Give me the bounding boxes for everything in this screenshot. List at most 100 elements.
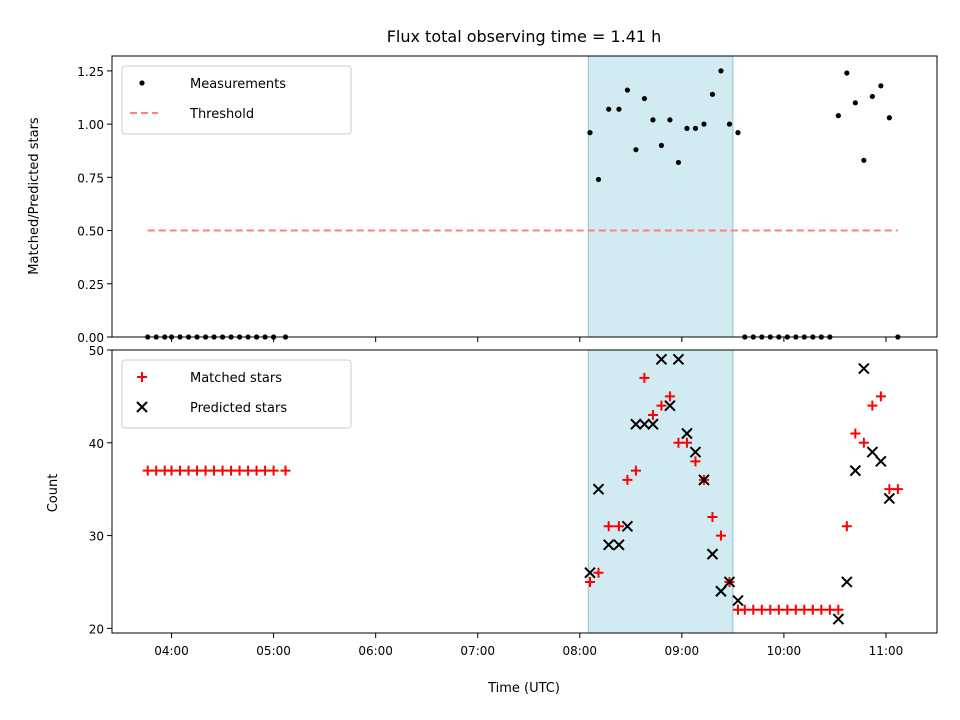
matched-star-point [647,409,658,420]
predicted-star-point [630,418,642,430]
x-axis-label: Time (UTC) [487,681,560,696]
top-shaded-region [587,55,734,338]
bottom-x-tick-label: 09:00 [665,644,700,658]
measurement-point [616,106,622,112]
legend-matched-marker [137,372,147,382]
predicted-star-point [715,585,727,597]
matched-star-point [690,456,701,467]
predicted-star-point [689,446,702,458]
bottom-x-tick-label: 08:00 [562,644,597,658]
legend-box [121,65,352,135]
matched-star-point [707,512,718,523]
predicted-star-point [602,539,615,551]
predicted-star-point [584,566,596,579]
matched-star-point [790,604,801,615]
bottom-y-tick-label: 40 [89,437,104,451]
matched-star-point [603,521,614,532]
bottom-x-tick-label: 11:00 [869,644,904,658]
matched-star-point [200,465,211,476]
predicted-star-point [647,418,659,430]
predicted-star-point [732,594,744,607]
matched-star-point [251,465,262,476]
top-y-tick-label: 1.00 [77,118,104,132]
bottom-legend: Matched stars Predicted stars [121,359,352,429]
bottom-y-tick-label: 30 [89,530,104,544]
matched-star-point [807,604,818,615]
bottom-x-tick-label: 10:00 [767,644,802,658]
matched-star-point [765,604,776,615]
matched-star-point [841,521,852,532]
matched-star-point [715,530,726,541]
matched-star-point [192,465,203,476]
measurement-point [692,125,699,131]
matched-star-point [209,465,220,476]
predicted-star-point [832,613,845,625]
measurement-point [835,113,841,119]
matched-star-point [756,604,767,615]
matched-star-point [875,391,886,402]
bottom-x-tick-label: 05:00 [256,644,291,658]
chart-title: Flux total observing time = 1.41 h [387,27,662,46]
predicted-star-point [664,399,676,412]
matched-star-point [226,465,237,476]
legend-box [121,359,352,429]
matched-star-point [892,484,903,495]
matched-star-point [833,604,844,615]
matched-star-point [824,604,835,615]
matched-star-point [850,428,861,439]
matched-star-point [622,474,633,485]
bottom-panel: 20 30 40 50 04:00 05:00 06:00 07:00 08:00 09:00 10… [89,344,938,658]
matched-star-point [260,465,271,476]
measurement-point [595,176,602,183]
measurement-point [667,117,673,123]
predicted-star-point [672,353,685,365]
matched-star-point [243,465,254,476]
measurement-point [861,157,867,163]
matched-star-point [584,576,595,587]
bottom-y-axis-label: Count [46,474,61,513]
matched-star-point [884,484,895,495]
predicted-star-point [655,353,668,365]
measurement-point [735,130,741,136]
matched-star-point [773,604,784,615]
predicted-star-point [883,492,896,505]
top-y-tick-label: 1.25 [77,65,104,79]
bottom-shaded-region [587,349,734,634]
matched-star-point [739,604,750,615]
top-y-tick-label: 0.25 [77,278,104,292]
measurement-point [852,100,858,106]
matched-star-point [183,465,194,476]
predicted-star-point [849,464,862,477]
bottom-y-tick-label: 50 [89,344,104,358]
matched-star-point [217,465,228,476]
measurement-point [633,147,639,153]
matched-star-point [656,400,667,411]
matched-star-point [816,604,827,615]
top-y-tick-label: 0.00 [77,331,104,345]
matched-star-point [867,400,878,411]
predicted-star-point [613,539,625,551]
predicted-star-point [681,427,693,440]
measurement-point [844,70,850,76]
matched-star-point [151,465,162,476]
top-y-tick-label: 0.50 [77,225,104,239]
matched-star-point [630,465,641,476]
top-y-tick-label: 0.75 [77,171,104,185]
matched-star-point [673,437,684,448]
measurement-point [709,91,716,97]
matched-star-point [234,465,245,476]
predicted-star-point [875,455,887,468]
predicted-star-point [706,548,719,560]
measurement-point [624,87,631,93]
measurement-point [658,142,665,149]
measurement-point [641,95,648,102]
matched-star-point [280,465,291,476]
measurement-point [701,121,707,127]
bottom-x-tick-label: 07:00 [460,644,495,658]
measurement-point [869,93,875,100]
matched-star-point [681,437,692,448]
predicted-star-point [592,483,605,495]
matched-star-point [782,604,793,615]
legend-label: Predicted stars [190,401,287,416]
predicted-star-point [638,418,651,430]
